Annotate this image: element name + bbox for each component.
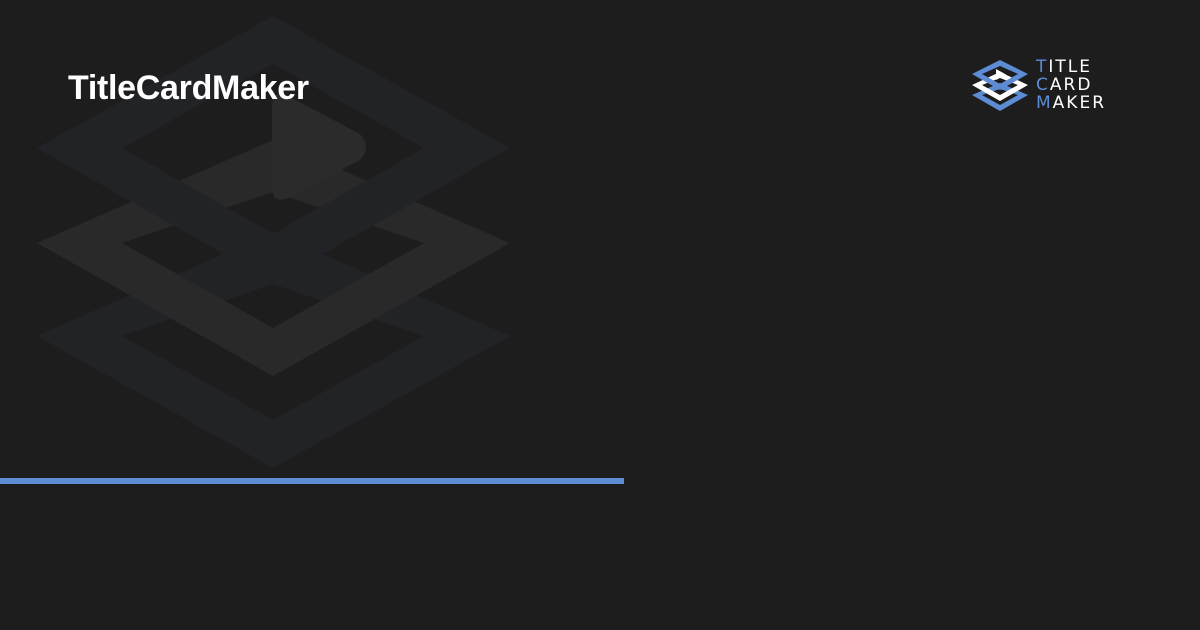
accent-divider-line: [0, 478, 624, 484]
brand-word-card: CARD: [1036, 75, 1093, 95]
bg-layer-top: [37, 16, 510, 282]
brand-logo: TITLE CARD MAKER: [970, 58, 1130, 116]
brand-word-maker: MAKER: [1036, 93, 1107, 113]
brand-wordmark: TITLE CARD MAKER: [1036, 58, 1106, 112]
page-title: TitleCardMaker: [68, 69, 309, 107]
bg-play-triangle: [272, 93, 366, 200]
layered-diamond-play-icon: [37, 16, 510, 468]
title-card-maker-logo-icon: [972, 60, 1028, 111]
brand-word-title: TITLE: [1036, 57, 1093, 77]
